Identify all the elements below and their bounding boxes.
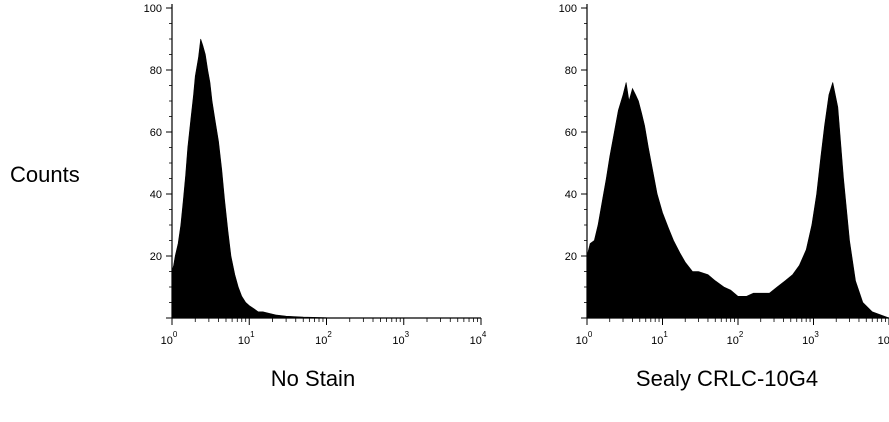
y-tick-label: 100 (144, 3, 162, 15)
y-tick-label: 20 (150, 251, 162, 263)
x-tick-label: 104 (878, 330, 889, 347)
x-tick-label: 103 (392, 330, 409, 347)
x-tick-label: 102 (315, 330, 332, 347)
x-tick-label: 102 (727, 330, 744, 347)
y-tick-label: 80 (565, 65, 577, 77)
y-tick-label: 100 (559, 3, 577, 15)
y-tick-label: 80 (150, 65, 162, 77)
y-tick-label: 60 (150, 127, 162, 139)
x-tick-label: 104 (470, 330, 487, 347)
x-tick-label: 101 (238, 330, 255, 347)
y-tick-label: 60 (565, 127, 577, 139)
histogram-area-0-0 (171, 38, 482, 319)
caption-no-stain: No Stain (271, 366, 355, 391)
y-tick-label: 20 (565, 251, 577, 263)
histogram-area-1-0 (586, 82, 889, 319)
y-tick-label: 40 (565, 189, 577, 201)
x-tick-label: 101 (651, 330, 668, 347)
y-axis-label: Counts (10, 162, 80, 187)
histogram-no-stain: 20 40 60 80 100 100 101 102 103 104 (144, 3, 487, 347)
x-tick-label: 100 (161, 330, 178, 347)
x-tick-label: 100 (576, 330, 593, 347)
histogram-sealy-crlc-10g4: 20 40 60 80 100 100 101 102 103 104 (559, 3, 889, 347)
caption-sealy-crlc-10g4: Sealy CRLC-10G4 (636, 366, 818, 391)
x-tick-label: 103 (802, 330, 819, 347)
y-tick-label: 40 (150, 189, 162, 201)
